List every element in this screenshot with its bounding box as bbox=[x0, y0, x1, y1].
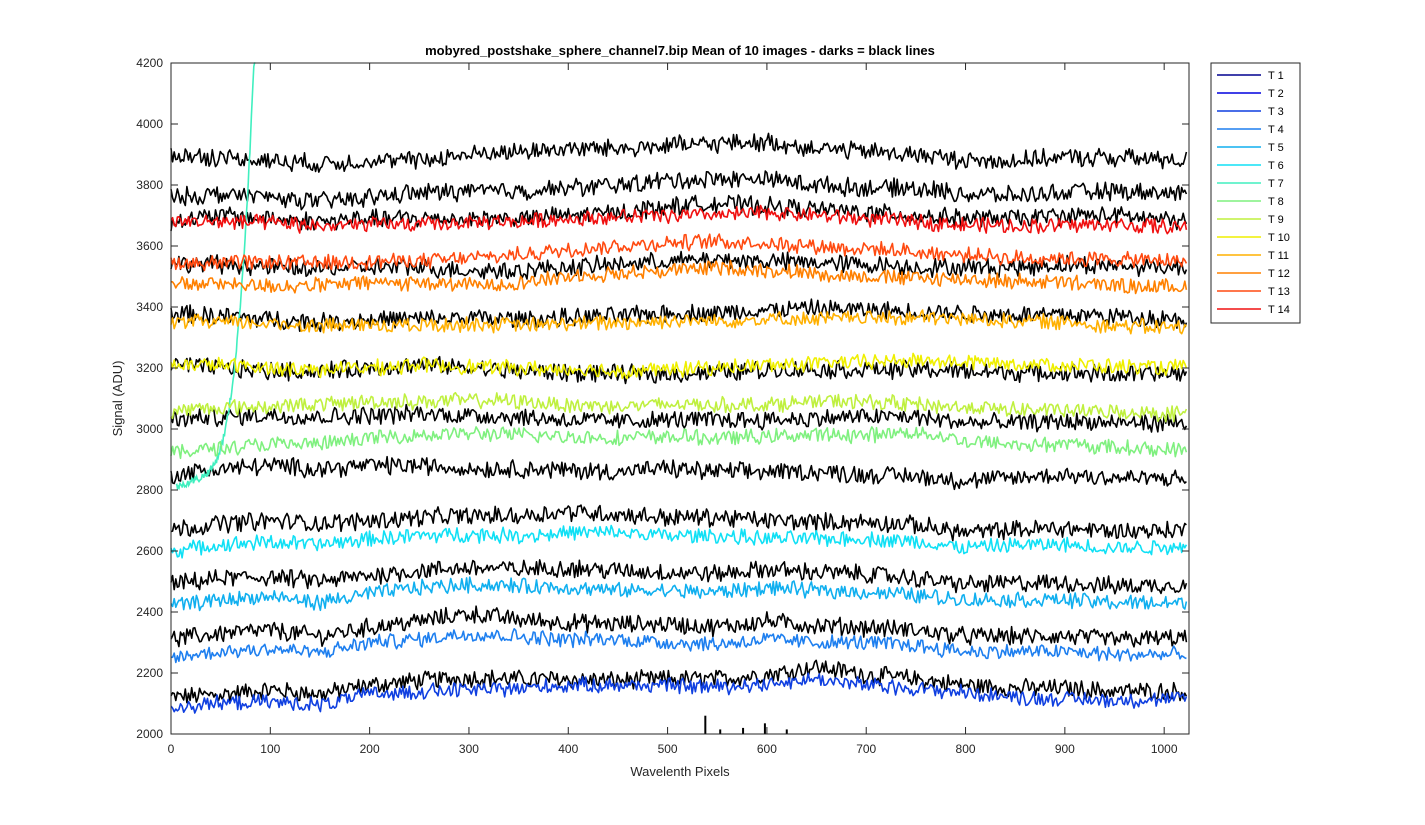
series-layer bbox=[170, 62, 1188, 734]
x-axis-label: Wavelenth Pixels bbox=[630, 764, 730, 779]
dark-line bbox=[170, 132, 1188, 173]
series-line-t10 bbox=[170, 352, 1188, 380]
x-tick-label: 400 bbox=[558, 742, 578, 756]
series-line-t12 bbox=[170, 259, 1188, 295]
legend-label: T 12 bbox=[1268, 268, 1290, 280]
dark-line bbox=[170, 504, 1187, 542]
series-line-t3 bbox=[170, 672, 1188, 714]
dark-line bbox=[170, 170, 1188, 211]
axes-box bbox=[170, 62, 1190, 735]
legend-label: T 2 bbox=[1268, 88, 1284, 100]
x-tick-label: 700 bbox=[856, 742, 876, 756]
legend-label: T 14 bbox=[1268, 304, 1290, 316]
y-tick-label: 2200 bbox=[136, 666, 163, 680]
legend-label: T 3 bbox=[1268, 106, 1284, 118]
dark-line bbox=[170, 298, 1188, 333]
y-axis-label: Signal (ADU) bbox=[110, 361, 125, 437]
x-tick-label: 800 bbox=[956, 742, 976, 756]
series-line-t5 bbox=[170, 576, 1188, 612]
legend: T 1 T 2 T 3 T 4 T 5 T 6 T 7 T 8 T 9 T 10 T 11 T 12 T… bbox=[1210, 62, 1301, 324]
y-tick-label: 2400 bbox=[136, 605, 163, 619]
x-tick-label: 900 bbox=[1055, 742, 1075, 756]
series-line-t9 bbox=[170, 391, 1188, 423]
legend-label: T 8 bbox=[1268, 196, 1284, 208]
y-tick-label: 3800 bbox=[136, 178, 163, 192]
legend-label: T 13 bbox=[1268, 286, 1290, 298]
tick-layer: 0 100 200 300 400 500 600 700 800 900 1000 2000 2200… bbox=[136, 56, 1189, 756]
dark-line bbox=[170, 194, 1188, 232]
legend-label: T 1 bbox=[1268, 70, 1284, 82]
legend-label: T 9 bbox=[1268, 214, 1284, 226]
legend-label: T 7 bbox=[1268, 178, 1284, 190]
dark-line bbox=[170, 559, 1188, 595]
y-tick-label: 4000 bbox=[136, 117, 163, 131]
legend-label: T 5 bbox=[1268, 142, 1284, 154]
x-tick-label: 600 bbox=[757, 742, 777, 756]
legend-label: T 4 bbox=[1268, 124, 1284, 136]
legend-label: T 11 bbox=[1268, 250, 1289, 262]
chart-title: mobyred_postshake_sphere_channel7.bip Me… bbox=[425, 43, 935, 58]
dark-line bbox=[170, 403, 1188, 433]
series-line-t13 bbox=[170, 233, 1188, 272]
dark-line bbox=[170, 355, 1188, 385]
legend-label: T 10 bbox=[1268, 232, 1290, 244]
legend-label: T 6 bbox=[1268, 160, 1284, 172]
series-line-t6 bbox=[170, 524, 1188, 559]
x-tick-label: 500 bbox=[658, 742, 678, 756]
dark-line bbox=[170, 455, 1187, 491]
series-line-t14 bbox=[170, 204, 1188, 235]
y-tick-label: 2000 bbox=[136, 727, 163, 741]
dark-line bbox=[170, 605, 1188, 648]
x-tick-label: 200 bbox=[360, 742, 380, 756]
y-tick-label: 3200 bbox=[136, 361, 163, 375]
dark-line bbox=[170, 250, 1188, 280]
series-line-t4 bbox=[170, 627, 1187, 664]
y-tick-label: 3000 bbox=[136, 422, 163, 436]
series-line-t8 bbox=[170, 426, 1188, 460]
legend-box bbox=[1210, 62, 1301, 324]
y-tick-label: 4200 bbox=[136, 56, 163, 70]
y-tick-label: 2800 bbox=[136, 483, 163, 497]
x-tick-label: 1000 bbox=[1151, 742, 1178, 756]
x-tick-label: 100 bbox=[260, 742, 280, 756]
x-tick-label: 300 bbox=[459, 742, 479, 756]
x-tick-label: 0 bbox=[168, 742, 175, 756]
y-tick-label: 3600 bbox=[136, 239, 163, 253]
y-tick-label: 2600 bbox=[136, 544, 163, 558]
y-tick-label: 3400 bbox=[136, 300, 163, 314]
series-line-t7 bbox=[175, 62, 256, 491]
series-line-t11 bbox=[170, 309, 1187, 335]
